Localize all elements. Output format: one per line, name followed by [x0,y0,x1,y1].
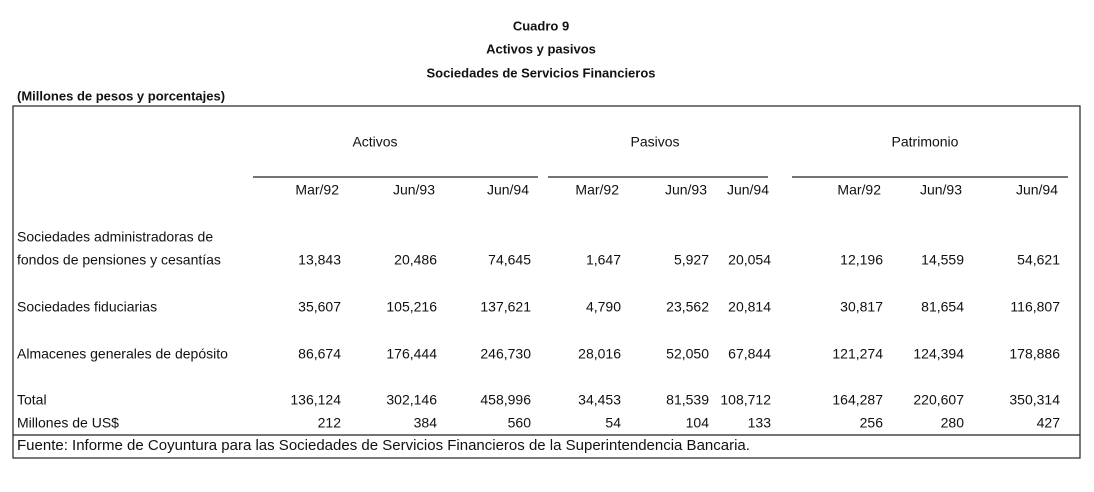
cell: 136,124 [290,392,341,408]
cell: 178,886 [1009,346,1060,362]
source: Fuente: Informe de Coyuntura para las So… [17,437,750,454]
cell: 4,790 [586,299,621,315]
units: (Millones de pesos y porcentajes) [17,88,225,103]
cell: 302,146 [386,392,437,408]
row-label: Total [17,392,47,408]
cell: 67,844 [728,346,771,362]
title: Cuadro 9 [513,18,569,33]
cell: 52,050 [666,346,709,362]
cell: 220,607 [913,392,964,408]
cell: 427 [1037,415,1061,431]
cell: 54 [605,415,621,431]
cell: 212 [318,415,342,431]
cell: 176,444 [386,346,437,362]
cell: 350,314 [1009,392,1060,408]
cell: 280 [941,415,965,431]
cell: 164,287 [832,392,883,408]
column-header: Mar/92 [837,182,881,198]
cell: 34,453 [578,392,621,408]
subtitle: Activos y pasivos [486,41,596,56]
cell: 28,016 [578,346,621,362]
cell: 1,647 [586,252,621,268]
cell: 14,559 [921,252,964,268]
cell: 23,562 [666,299,709,315]
cell: 74,645 [488,252,531,268]
cell: 133 [748,415,772,431]
row-label: Sociedades administradoras de [17,229,213,245]
column-header: Mar/92 [575,182,619,198]
column-header: Jun/93 [665,182,707,198]
cell: 20,814 [728,299,771,315]
cell: 560 [508,415,532,431]
cell: 13,843 [298,252,341,268]
cell: 121,274 [832,346,883,362]
cell: 12,196 [840,252,883,268]
row-label: fondos de pensiones y cesantías [17,252,221,268]
column-header: Jun/93 [920,182,962,198]
group-header: Pasivos [630,134,679,150]
cell: 137,621 [480,299,531,315]
cell: 104 [686,415,710,431]
cell: 116,807 [1010,299,1060,315]
column-header: Jun/93 [393,182,435,198]
cell: 86,674 [298,346,341,362]
cell: 5,927 [674,252,709,268]
cell: 54,621 [1017,252,1060,268]
cell: 81,539 [666,392,709,408]
row-label: Sociedades fiduciarias [17,299,157,315]
cell: 35,607 [298,299,341,315]
cell: 384 [414,415,438,431]
group-header: Activos [352,134,397,150]
cell: 108,712 [720,392,771,408]
column-header: Jun/94 [727,182,769,198]
table-border [12,105,1081,459]
row-label: Millones de US$ [17,415,119,431]
column-header: Jun/94 [1016,182,1058,198]
column-header: Jun/94 [487,182,529,198]
cell: 81,654 [921,299,964,315]
subject: Sociedades de Servicios Financieros [426,65,655,80]
cell: 20,486 [394,252,437,268]
cell: 30,817 [840,299,883,315]
row-label: Almacenes generales de depósito [17,346,228,362]
column-header: Mar/92 [295,182,339,198]
cell: 458,996 [480,392,531,408]
cell: 246,730 [480,346,531,362]
cell: 105,216 [386,299,437,315]
cell: 124,394 [913,346,964,362]
cell: 20,054 [728,252,771,268]
group-header: Patrimonio [892,134,959,150]
cell: 256 [860,415,884,431]
